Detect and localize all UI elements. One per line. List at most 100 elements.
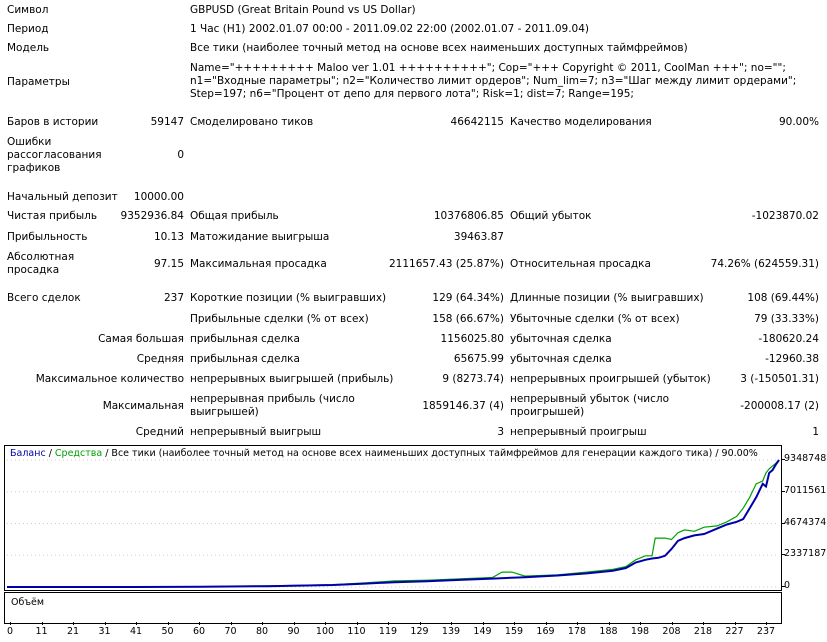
x-tick-label: 41 <box>129 626 143 637</box>
legend-balance: Баланс <box>10 448 46 459</box>
quality-label: Качество моделирования <box>510 116 652 128</box>
x-tick-label: 149 <box>473 626 492 637</box>
errors-label: Ошибки рассогласования графиков <box>7 136 102 174</box>
x-tick-label: 11 <box>35 626 48 637</box>
x-tick-mark <box>671 622 673 625</box>
expected-payoff-label: Матожидание выигрыша <box>190 231 330 243</box>
x-tick-label: 50 <box>161 626 174 637</box>
x-tick-mark <box>608 622 610 625</box>
rel-dd-label: Относительная просадка <box>510 258 651 270</box>
largest-profit-value: 1156025.80 <box>440 333 504 345</box>
volume-panel: Объём <box>4 592 782 624</box>
chart-legend: Баланс / Средства / Все тики (наиболее т… <box>10 448 758 459</box>
avg-cons-losses-value: 1 <box>812 426 819 438</box>
short-pos-value: 129 (64.34%) <box>432 292 504 304</box>
volume-label: Объём <box>11 597 45 608</box>
symbol-label: Символ <box>7 4 49 16</box>
x-tick-label: 80 <box>255 626 269 637</box>
model-value: Все тики (наиболее точный метод на основ… <box>190 42 688 54</box>
x-tick-label: 0 <box>6 626 14 637</box>
balance-series-line <box>7 459 780 588</box>
total-trades-value: 237 <box>163 292 184 304</box>
average-prefix: Средняя <box>136 353 184 365</box>
params-value: Name="+++++++++ Maloo ver 1.01 +++++++++… <box>190 62 797 100</box>
model-label: Модель <box>7 42 50 54</box>
maximal-prefix: Максимальная <box>102 400 184 412</box>
y-tick-label: 9348748 <box>784 453 827 464</box>
balance-chart: Баланс / Средства / Все тики (наиболее т… <box>4 445 782 591</box>
max-cons-loss-label: непрерывный убыток (число проигрышей) <box>510 393 670 418</box>
average-loss-label: убыточная сделка <box>510 353 612 365</box>
legend-rest: / Все тики (наиболее точный метод на осн… <box>102 448 758 459</box>
x-tick-mark <box>10 622 11 625</box>
x-tick-label: 100 <box>315 626 335 637</box>
y-tick-label: 2337187 <box>784 548 827 560</box>
x-tick-label: 119 <box>378 626 398 637</box>
y-axis: 9348748 7011561 4674374 2337187 0 <box>781 445 827 591</box>
x-tick-mark <box>325 622 326 625</box>
y-tick-mark <box>781 522 785 524</box>
x-tick-label: 198 <box>630 626 650 637</box>
x-tick-mark <box>419 622 421 625</box>
avg-prefix: Средний <box>135 426 184 438</box>
x-tick-label: 227 <box>725 626 744 637</box>
legend-sep: / <box>45 448 55 459</box>
x-tick-mark <box>482 622 484 625</box>
y-tick-mark <box>781 554 785 556</box>
x-tick-mark <box>41 622 43 625</box>
deposit-value: 10000.00 <box>133 191 184 203</box>
net-profit-value: 9352936.84 <box>120 210 184 222</box>
avg-cons-losses-label: непрерывный проигрыш <box>510 426 647 438</box>
gross-loss-label: Общий убыток <box>510 210 592 222</box>
deposit-label: Начальный депозит <box>7 191 118 203</box>
x-tick-label: 169 <box>536 626 555 637</box>
avg-cons-wins-value: 3 <box>497 426 504 438</box>
net-profit-label: Чистая прибыль <box>7 210 98 222</box>
loss-trades-label: Убыточные сделки (% от всех) <box>510 313 680 325</box>
x-tick-label: 60 <box>192 626 206 637</box>
y-tick-label: 0 <box>784 580 791 591</box>
x-tick-label: 90 <box>287 626 300 637</box>
x-tick-mark <box>356 622 358 625</box>
x-tick-mark <box>73 622 74 625</box>
bars-value: 59147 <box>150 116 184 128</box>
profit-trades-value: 158 (66.67%) <box>432 313 504 325</box>
total-trades-label: Всего сделок <box>7 292 81 304</box>
bars-label: Баров в истории <box>7 116 99 128</box>
x-tick-label: 110 <box>347 626 366 637</box>
x-tick-label: 237 <box>756 626 776 637</box>
loss-trades-value: 79 (33.33%) <box>754 313 819 325</box>
largest-prefix: Самая большая <box>98 333 184 345</box>
max-count-prefix: Максимальное количество <box>35 373 184 385</box>
max-cons-losses-label: непрерывных проигрышей (убыток) <box>510 373 711 385</box>
x-tick-mark <box>167 622 169 625</box>
profit-factor-label: Прибыльность <box>7 231 88 243</box>
ticks-label: Смоделировано тиков <box>190 116 314 128</box>
x-tick-mark <box>766 622 767 625</box>
period-label: Период <box>7 23 49 35</box>
max-cons-profit-value: 1859146.37 (4) <box>422 400 504 412</box>
legend-equity: Средства <box>54 448 103 459</box>
x-tick-mark <box>703 622 704 625</box>
gross-profit-value: 10376806.85 <box>433 210 504 222</box>
errors-value: 0 <box>177 149 184 161</box>
expected-payoff-value: 39463.87 <box>453 231 504 243</box>
period-value: 1 Час (H1) 2002.01.07 00:00 - 2011.09.02… <box>190 23 589 35</box>
x-tick-label: 188 <box>599 626 618 637</box>
x-tick-mark <box>293 622 295 625</box>
gross-loss-value: -1023870.02 <box>751 210 819 222</box>
x-tick-mark <box>104 622 106 625</box>
max-dd-value: 2111657.43 (25.87%) <box>388 258 504 270</box>
long-pos-value: 108 (69.44%) <box>747 292 819 304</box>
x-tick-mark <box>388 622 389 625</box>
x-tick-label: 208 <box>662 626 681 637</box>
max-dd-label: Максимальная просадка <box>190 258 327 270</box>
params-label: Параметры <box>7 76 70 88</box>
quality-value: 90.00% <box>778 116 819 128</box>
x-tick-label: 218 <box>693 626 713 637</box>
x-tick-mark <box>451 622 452 625</box>
x-tick-mark <box>640 622 641 625</box>
avg-cons-wins-label: непрерывный выигрыш <box>190 426 322 438</box>
y-tick-mark <box>781 490 785 492</box>
x-tick-label: 129 <box>410 626 429 637</box>
